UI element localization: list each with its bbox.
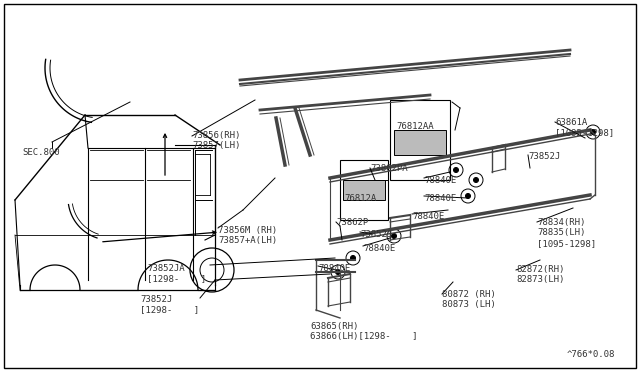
Text: 73862PA: 73862PA: [370, 164, 408, 173]
Text: 78840E: 78840E: [412, 212, 444, 221]
Text: 73852J
[1298-    ]: 73852J [1298- ]: [140, 295, 199, 314]
Bar: [343, 180, 385, 200]
Text: 78840E: 78840E: [363, 244, 396, 253]
Circle shape: [335, 269, 340, 275]
Text: 73862P: 73862P: [336, 218, 368, 227]
Text: 76812AA: 76812AA: [396, 122, 434, 131]
Bar: [390, 100, 450, 180]
Text: 82872(RH)
82873(LH): 82872(RH) 82873(LH): [516, 265, 564, 285]
Text: 76812A: 76812A: [344, 194, 376, 203]
Bar: [340, 160, 388, 220]
Text: 63861A
[1095-1298]: 63861A [1095-1298]: [555, 118, 614, 137]
Text: 78840E: 78840E: [424, 176, 456, 185]
Bar: [394, 130, 446, 155]
Text: 78840E: 78840E: [318, 264, 350, 273]
Text: 73852J: 73852J: [360, 230, 392, 239]
Text: ^766*0.08: ^766*0.08: [567, 350, 616, 359]
Text: SEC.800: SEC.800: [22, 148, 60, 157]
Text: 78834(RH)
78835(LH)
[1095-1298]: 78834(RH) 78835(LH) [1095-1298]: [537, 218, 596, 248]
Text: 73852JA
[1298-    ]: 73852JA [1298- ]: [147, 264, 206, 283]
Circle shape: [591, 129, 595, 135]
Circle shape: [351, 256, 355, 260]
Circle shape: [454, 167, 458, 173]
Circle shape: [474, 177, 479, 183]
Text: 78840E: 78840E: [424, 194, 456, 203]
Text: 73852J: 73852J: [528, 152, 560, 161]
Circle shape: [392, 234, 397, 238]
Text: 80872 (RH)
80873 (LH): 80872 (RH) 80873 (LH): [442, 290, 496, 310]
Text: 73856M (RH)
73857+A(LH): 73856M (RH) 73857+A(LH): [218, 226, 277, 246]
Text: 73856(RH)
73857(LH): 73856(RH) 73857(LH): [192, 131, 241, 150]
Text: 63865(RH)
63866(LH)[1298-    ]: 63865(RH) 63866(LH)[1298- ]: [310, 322, 417, 341]
Circle shape: [465, 193, 470, 199]
